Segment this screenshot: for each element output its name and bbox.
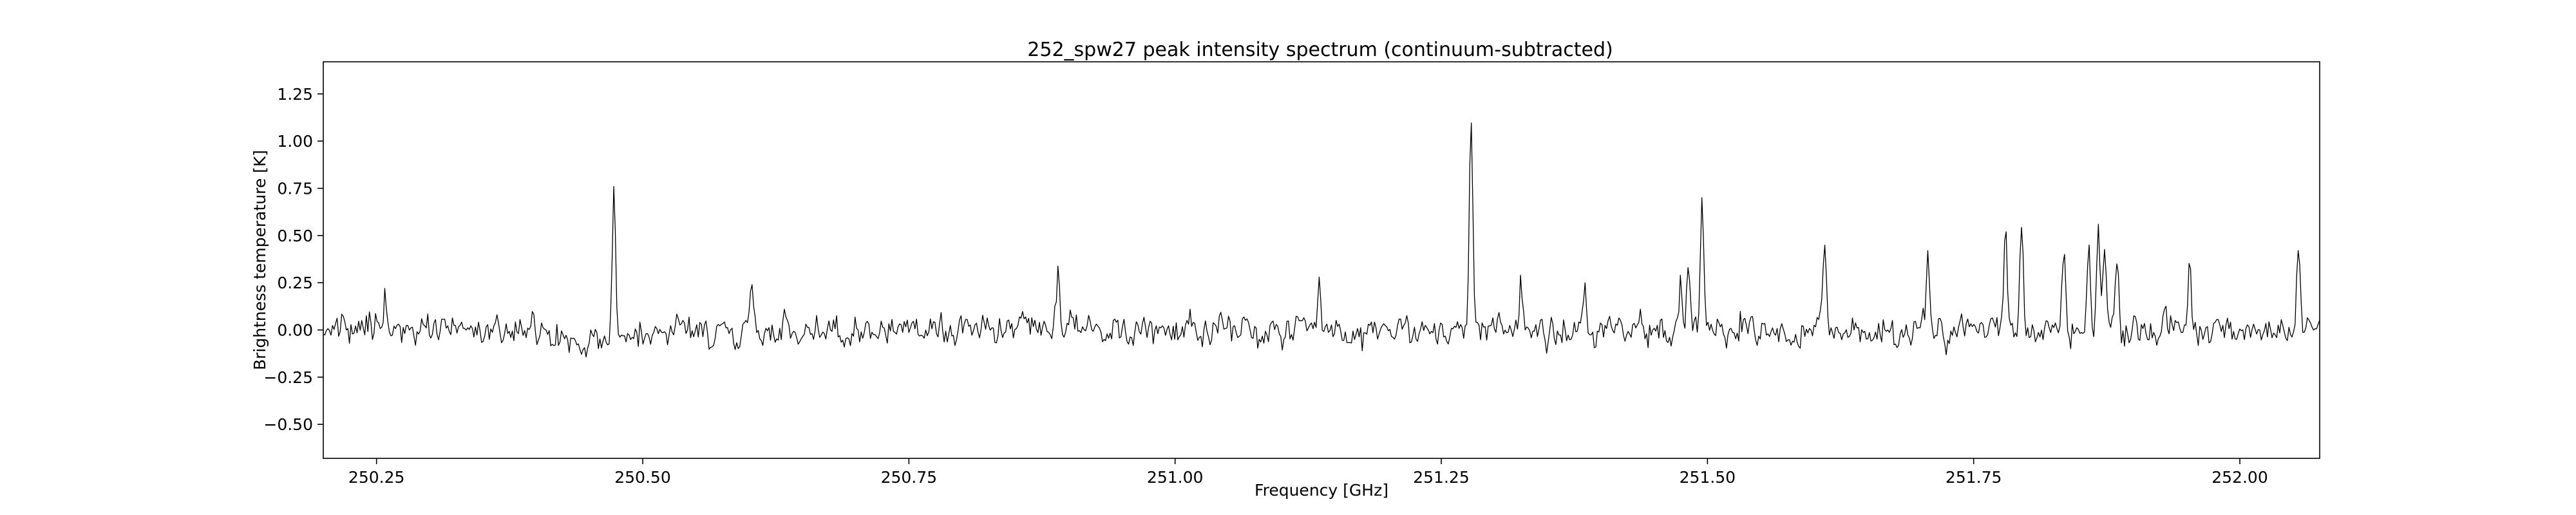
y-tick-label: 0.75 (277, 180, 313, 198)
spectrum-line (323, 122, 2320, 358)
y-axis: 1.25 1.00 0.75 0.50 0.25 0.00 −0.25 −0.50 (263, 85, 323, 434)
y-tick-label: 0.00 (277, 321, 313, 340)
y-axis-label: Brightness temperature [K] (251, 150, 269, 370)
y-tick-label: −0.25 (263, 368, 313, 387)
chart-title: 252_spw27 peak intensity spectrum (conti… (1027, 39, 1613, 61)
x-axis: 250.25 250.50 250.75 251.00 251.25 251.50 251.… (348, 458, 2268, 487)
x-axis-label: Frequency [GHz] (1255, 481, 1388, 500)
plot-frame (323, 61, 2320, 459)
x-tick-label: 251.00 (1147, 468, 1203, 487)
x-tick-label: 251.25 (1413, 468, 1469, 487)
plot-area (323, 61, 2320, 459)
y-tick-label: 0.25 (277, 274, 313, 292)
spectrum-layer (323, 122, 2320, 358)
x-tick-label: 251.50 (1680, 468, 1736, 487)
x-tick-label: 250.25 (348, 468, 404, 487)
y-tick-label: 1.25 (277, 85, 313, 104)
x-tick-label: 251.75 (1946, 468, 2002, 487)
y-tick-label: −0.50 (263, 415, 313, 434)
x-tick-label: 250.75 (881, 468, 937, 487)
x-tick-label: 250.50 (614, 468, 670, 487)
y-tick-label: 1.00 (277, 132, 313, 151)
y-tick-label: 0.50 (277, 227, 313, 245)
x-tick-label: 252.00 (2211, 468, 2268, 487)
